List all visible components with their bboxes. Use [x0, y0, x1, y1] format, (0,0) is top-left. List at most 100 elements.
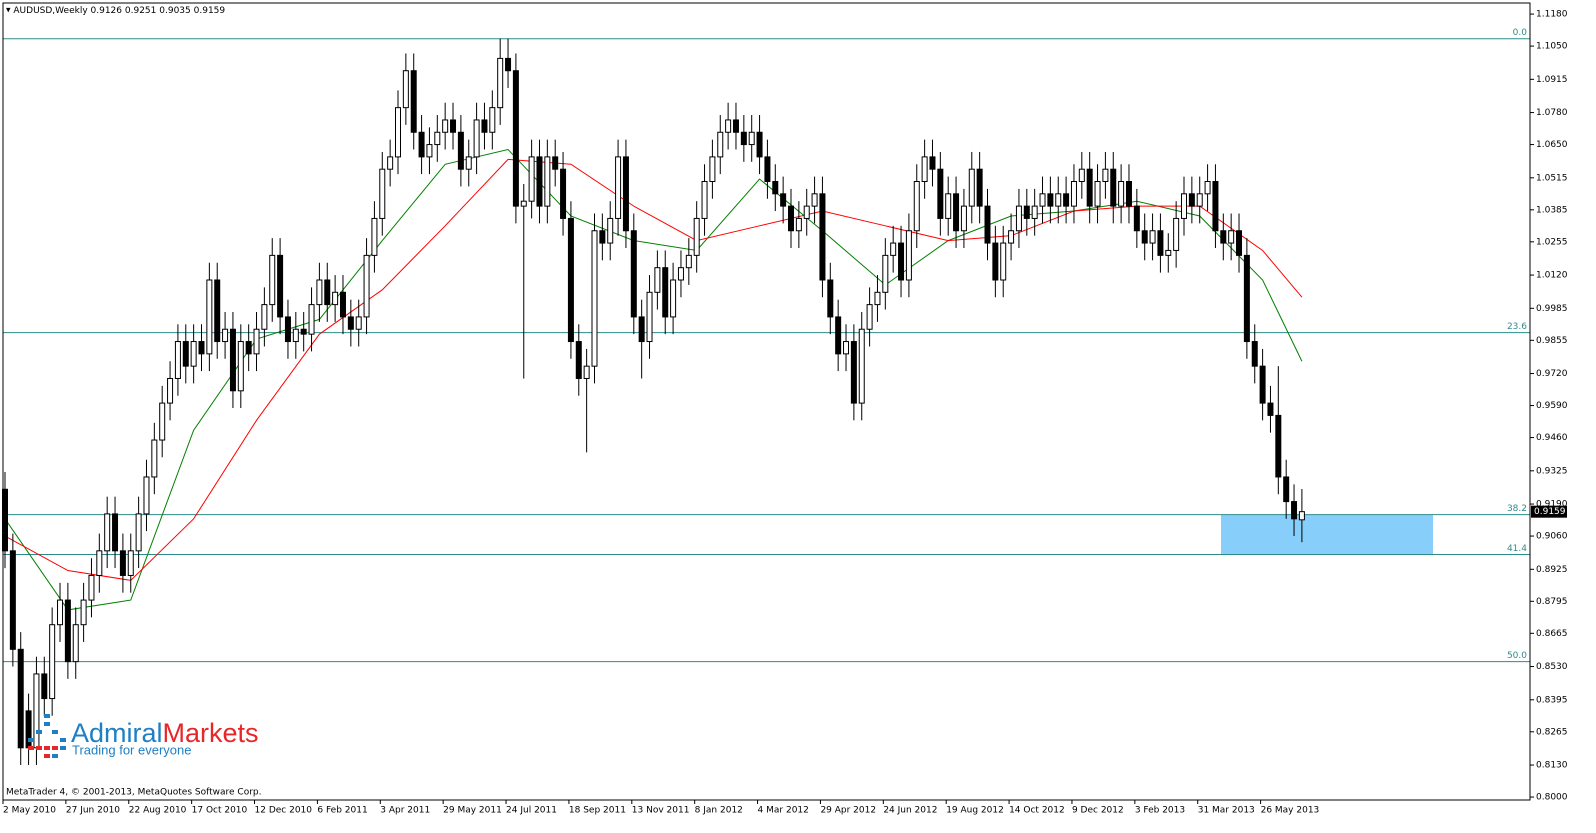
y-tick-label: 1.1050 — [1536, 42, 1568, 52]
x-tick-label: 24 Jun 2012 — [883, 806, 937, 816]
candle-body — [64, 599, 71, 663]
x-tick-label: 18 Sep 2011 — [569, 806, 626, 816]
y-tick-label: 1.0255 — [1536, 237, 1568, 247]
candle-body — [332, 291, 339, 306]
candle-body — [968, 168, 975, 207]
candle-body — [363, 254, 370, 318]
candle-body — [143, 476, 150, 515]
x-tick-label: 24 Jul 2011 — [506, 806, 557, 816]
candle-body — [567, 217, 574, 343]
y-tick-label: 0.8530 — [1536, 662, 1568, 672]
candle-body — [740, 131, 747, 146]
candle-body — [709, 156, 716, 183]
candle-body — [827, 279, 834, 318]
candle-body — [732, 119, 739, 133]
candle-body — [1110, 168, 1117, 207]
candle-body — [725, 119, 732, 133]
candle-body — [1259, 365, 1266, 404]
candle-body — [1298, 511, 1305, 521]
candle-body — [756, 131, 763, 158]
candle-body — [1047, 193, 1054, 207]
candle-body — [1070, 181, 1077, 207]
candle-body — [1243, 254, 1250, 343]
y-tick-label: 1.0385 — [1536, 205, 1568, 215]
candle-body — [1173, 217, 1180, 251]
candle-body — [583, 365, 590, 379]
ma-layer — [4, 148, 1303, 611]
ohlc-close: 0.9159 — [194, 6, 226, 16]
candle-body — [253, 328, 260, 355]
candle-body — [662, 267, 669, 318]
level-label: 41.4 — [1507, 544, 1527, 554]
candle-body — [536, 156, 543, 207]
candle-body — [96, 550, 103, 576]
candle-body — [677, 267, 684, 281]
ohlc-low: 0.9035 — [159, 6, 191, 16]
candle-body — [1267, 402, 1274, 416]
target-zone — [1221, 514, 1433, 555]
candle-body — [497, 57, 504, 109]
candle-body — [835, 316, 842, 355]
candle-body — [984, 205, 991, 244]
candle-body — [1102, 168, 1109, 183]
candle-body — [418, 131, 425, 158]
candle-body — [229, 328, 236, 392]
level-layer: 0.0 23.6 38.2 41.4 50.0 — [3, 28, 1530, 663]
x-tick-label: 19 Aug 2012 — [946, 806, 1004, 816]
y-tick-label: 1.1180 — [1536, 10, 1568, 20]
candle-body — [1283, 476, 1290, 503]
candle-body — [450, 119, 457, 133]
candle-body — [717, 131, 724, 158]
candle-body — [167, 377, 174, 404]
candle-body — [174, 341, 181, 379]
candle-body — [473, 119, 480, 158]
candle-body — [1015, 205, 1022, 232]
candle-body — [190, 341, 197, 367]
candle-body — [654, 267, 661, 293]
y-tick-label: 1.0120 — [1536, 271, 1568, 281]
candle-body — [300, 328, 307, 335]
candle-body — [1141, 230, 1148, 244]
candle-body — [1063, 193, 1070, 207]
price-box — [1531, 505, 1567, 518]
candle-body — [607, 217, 614, 244]
plot-frame — [2, 2, 1531, 801]
candle-body — [410, 70, 417, 133]
y-tick-label: 1.0915 — [1536, 75, 1568, 85]
moving-average — [4, 148, 1303, 611]
candle-body — [41, 673, 48, 700]
level-label: 23.6 — [1507, 322, 1527, 332]
candle-body — [371, 217, 378, 256]
y-tick-label: 0.8395 — [1536, 695, 1568, 705]
candle-body — [1212, 181, 1219, 232]
candle-body — [772, 181, 779, 195]
candle-body — [1196, 193, 1203, 207]
candle-body — [1055, 193, 1062, 207]
y-tick-label: 0.9720 — [1536, 369, 1568, 379]
candle-body — [292, 328, 299, 343]
candle-body — [685, 254, 692, 269]
candle-body — [198, 341, 205, 355]
candle-body — [575, 341, 582, 379]
candle-body — [1078, 168, 1085, 183]
x-tick-label: 3 Feb 2013 — [1135, 806, 1185, 816]
candle-body — [17, 648, 24, 749]
candle-body — [945, 193, 952, 219]
candle-body — [1251, 341, 1258, 367]
candle-body — [803, 205, 810, 219]
candle-body — [284, 316, 291, 343]
footer: MetaTrader 4, © 2001-2013, MetaQuotes So… — [6, 788, 262, 798]
candle-body — [481, 119, 488, 133]
x-tick-label: 17 Oct 2010 — [192, 806, 248, 816]
candle-body — [434, 131, 441, 146]
logo-block — [28, 746, 34, 750]
logo-block — [52, 746, 58, 750]
candle-body — [520, 200, 527, 207]
candle-body — [882, 254, 889, 293]
candle-body — [1039, 193, 1046, 207]
candle-body — [1086, 168, 1093, 207]
candle-body — [670, 279, 677, 318]
candle-body — [135, 513, 142, 552]
